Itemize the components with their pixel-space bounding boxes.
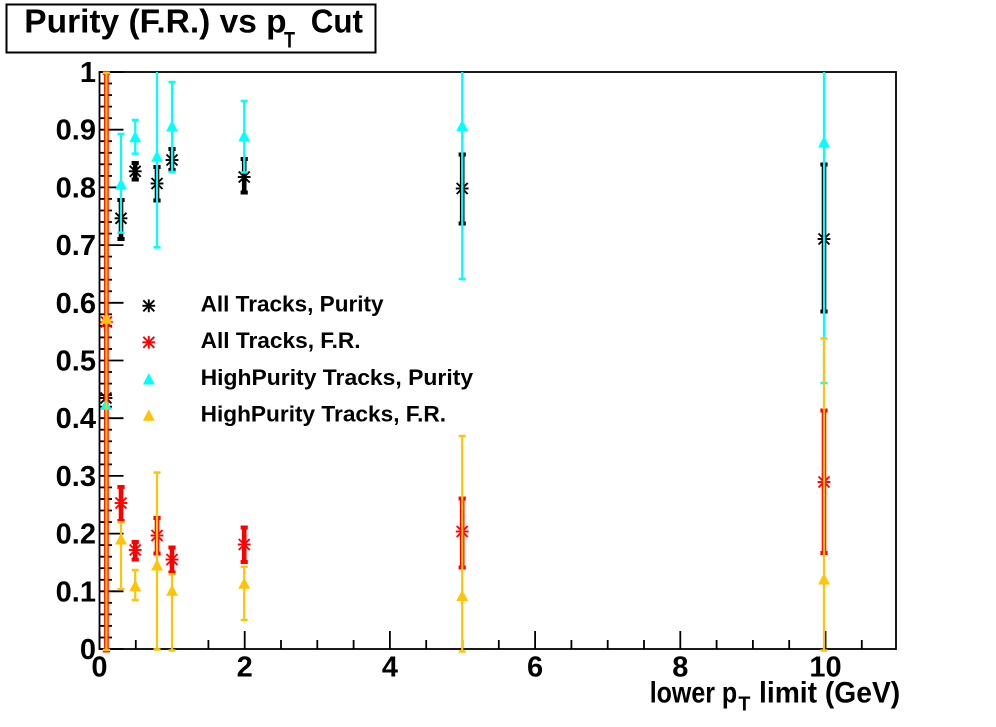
svg-text:Purity (F.R.) vs p: Purity (F.R.) vs p	[24, 3, 286, 40]
svg-text:0.1: 0.1	[56, 576, 96, 608]
svg-text:0.5: 0.5	[56, 346, 96, 378]
svg-text:2: 2	[237, 651, 253, 683]
svg-text:All Tracks, Purity: All Tracks, Purity	[201, 292, 384, 317]
svg-text:T: T	[284, 27, 295, 52]
svg-text:lower p: lower p	[650, 676, 738, 709]
svg-text:0: 0	[80, 634, 96, 666]
svg-text:0.7: 0.7	[56, 230, 96, 262]
svg-text:0.4: 0.4	[56, 403, 96, 435]
svg-text:Cut: Cut	[311, 3, 363, 40]
svg-text:6: 6	[527, 651, 543, 683]
svg-text:HighPurity Tracks, Purity: HighPurity Tracks, Purity	[201, 365, 474, 390]
svg-text:limit (GeV): limit (GeV)	[759, 676, 900, 709]
svg-text:HighPurity Tracks, F.R.: HighPurity Tracks, F.R.	[201, 402, 447, 427]
svg-text:0: 0	[91, 651, 107, 683]
svg-text:0.9: 0.9	[56, 115, 96, 147]
svg-text:0.3: 0.3	[56, 461, 96, 493]
svg-text:All Tracks, F.R.: All Tracks, F.R.	[201, 328, 361, 353]
svg-text:T: T	[738, 694, 750, 716]
svg-text:0.6: 0.6	[56, 288, 96, 320]
svg-text:0.8: 0.8	[56, 172, 96, 204]
svg-text:8: 8	[672, 651, 688, 683]
svg-text:4: 4	[382, 651, 398, 683]
svg-text:0.2: 0.2	[56, 519, 96, 551]
svg-text:1: 1	[80, 57, 96, 89]
svg-text:10: 10	[809, 651, 841, 683]
